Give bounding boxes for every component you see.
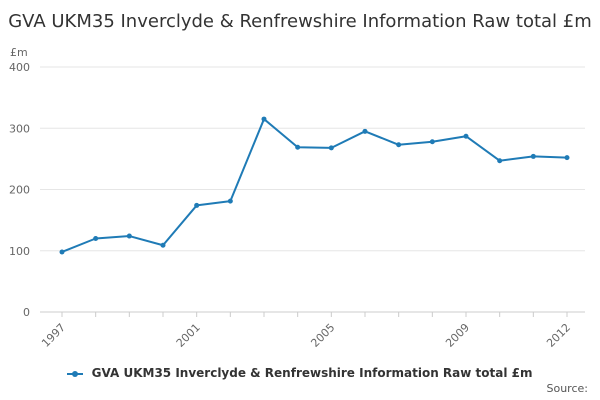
y-tick-label: 400 xyxy=(9,61,30,74)
legend-label: GVA UKM35 Inverclyde & Renfrewshire Info… xyxy=(91,366,533,380)
data-point[interactable] xyxy=(194,202,200,208)
data-point[interactable] xyxy=(295,144,301,150)
x-tick-label: 1997 xyxy=(39,321,68,350)
data-point[interactable] xyxy=(93,236,99,241)
series-layer xyxy=(59,116,570,255)
x-tick-label: 2001 xyxy=(174,321,203,350)
data-point[interactable] xyxy=(126,233,132,239)
y-axis-label: £m xyxy=(10,46,28,59)
gridlines xyxy=(40,66,585,252)
data-point[interactable] xyxy=(396,142,402,148)
legend[interactable]: GVA UKM35 Inverclyde & Renfrewshire Info… xyxy=(0,366,600,380)
series-line xyxy=(61,118,568,253)
data-point[interactable] xyxy=(59,249,65,255)
chart-title: GVA UKM35 Inverclyde & Renfrewshire Info… xyxy=(8,11,592,32)
data-point[interactable] xyxy=(429,139,435,145)
x-tick-label: 2012 xyxy=(544,321,573,350)
y-tick-label: 100 xyxy=(9,245,30,258)
y-tick-label: 200 xyxy=(9,184,30,197)
legend-line-icon xyxy=(67,369,84,379)
data-point[interactable] xyxy=(497,158,503,164)
y-tick-label: 0 xyxy=(23,306,30,319)
data-point[interactable] xyxy=(530,153,536,159)
source-label[interactable]: Source: xyxy=(546,382,589,395)
x-tick-label: 2009 xyxy=(443,321,472,350)
axes: 0 100 200 300 400 £m 1997 2001 2005 2009 2012 xyxy=(9,46,585,350)
x-tick-label: 2005 xyxy=(308,321,337,350)
data-point[interactable] xyxy=(463,133,469,139)
data-point[interactable] xyxy=(362,128,368,134)
data-point[interactable] xyxy=(564,155,570,161)
data-point[interactable] xyxy=(160,242,166,248)
data-point[interactable] xyxy=(261,116,267,122)
data-point[interactable] xyxy=(328,145,334,151)
y-tick-label: 300 xyxy=(9,122,30,135)
data-point[interactable] xyxy=(227,198,233,204)
